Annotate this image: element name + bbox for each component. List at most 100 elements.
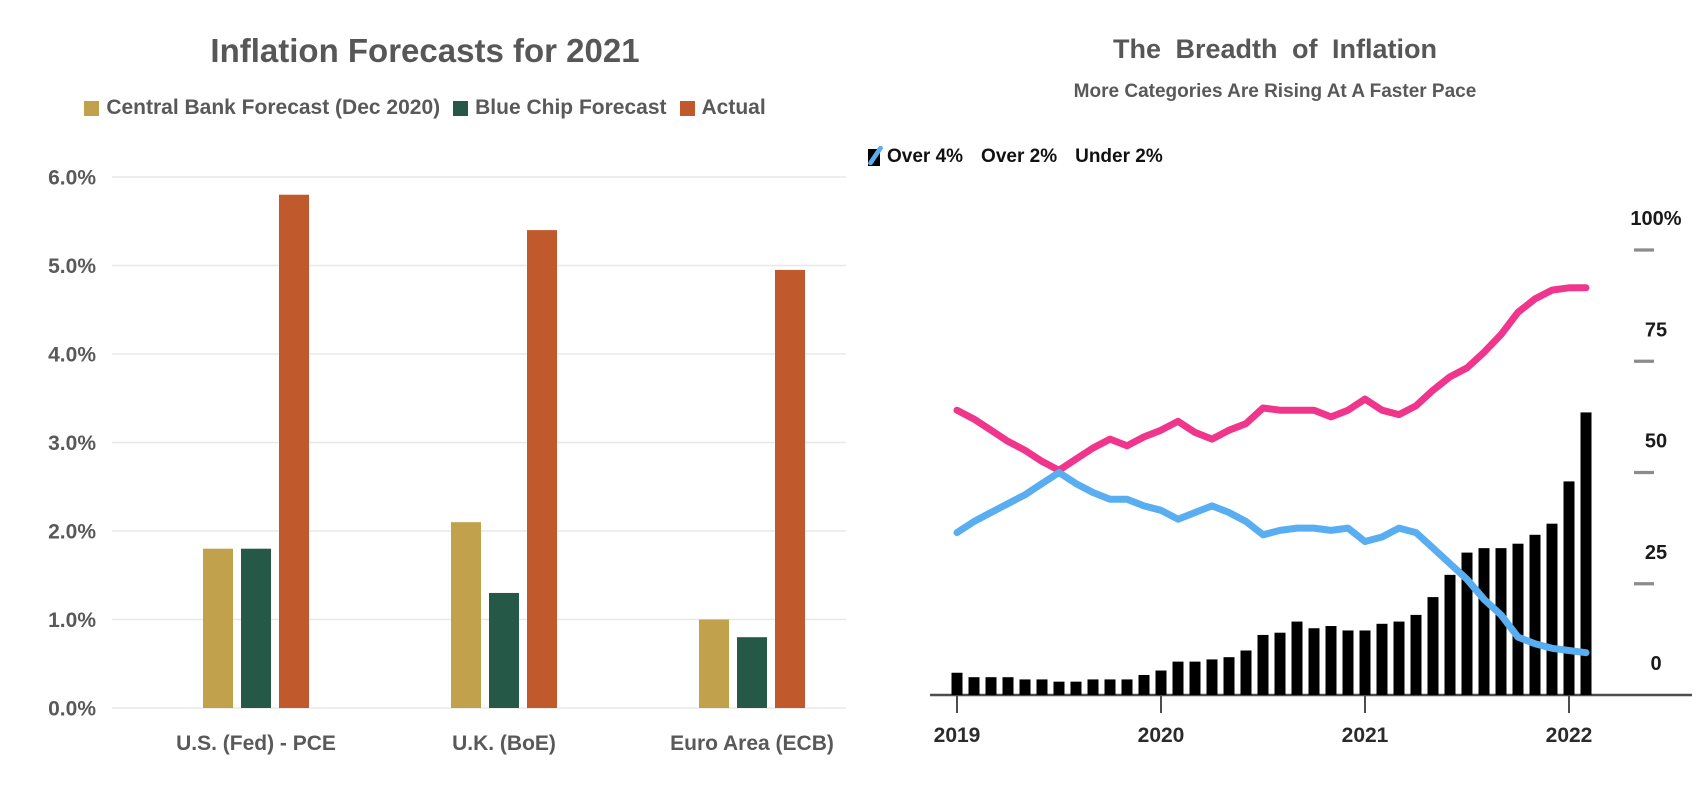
bar	[1138, 674, 1150, 695]
bar	[1563, 481, 1575, 695]
series-bars-2	[279, 194, 805, 708]
legend-slash-icon	[868, 146, 883, 165]
bar	[1410, 614, 1422, 695]
category-label: U.K. (BoE)	[452, 732, 556, 755]
legend-item-0: Central Bank Forecast (Dec 2020)	[84, 96, 440, 120]
bar	[489, 592, 519, 708]
category-label: U.S. (Fed) - PCE	[176, 732, 336, 755]
bar	[1019, 679, 1031, 695]
bar	[1359, 630, 1371, 695]
bar	[1512, 543, 1524, 695]
y-tick-label: 75	[1645, 319, 1667, 341]
bar	[1104, 679, 1116, 695]
y-tick-label: 25	[1645, 542, 1667, 564]
bar	[1478, 548, 1490, 695]
bar	[1529, 534, 1541, 695]
bar	[241, 548, 271, 708]
bar	[775, 269, 805, 708]
bar	[1257, 634, 1269, 695]
bar	[985, 677, 997, 695]
legend-label: Central Bank Forecast (Dec 2020)	[106, 96, 441, 119]
bar	[1376, 623, 1388, 695]
series-bars-0	[203, 522, 729, 708]
y-axis-tick-labels: 0.0% 1.0% 2.0% 3.0% 4.0% 5.0% 6.0%	[48, 167, 96, 721]
bar	[1427, 597, 1439, 695]
y-tick-label: 1.0%	[48, 609, 96, 632]
bar	[1087, 679, 1099, 695]
y-tick-label: 2.0%	[48, 521, 96, 544]
series-bars-1	[241, 548, 767, 708]
bar	[1053, 681, 1065, 695]
bar	[1444, 574, 1456, 695]
legend-swatch-icon	[679, 100, 695, 116]
bar	[1495, 548, 1507, 695]
bar	[527, 230, 557, 708]
bar	[1036, 679, 1048, 695]
right-chart-subtitle: More Categories Are Rising At A Faster P…	[1073, 81, 1477, 102]
y-tick-label: 100%	[1630, 208, 1681, 230]
breadth-of-inflation-panel: The Breadth of Inflation More Categories…	[850, 0, 1700, 786]
legend-label: Blue Chip Forecast	[475, 96, 667, 119]
legend-item-1: Blue Chip Forecast	[453, 96, 667, 120]
bar	[737, 637, 767, 708]
y-tick-label: 4.0%	[48, 344, 96, 367]
bar	[203, 548, 233, 708]
legend-label: Actual	[701, 96, 766, 119]
bar	[1461, 552, 1473, 695]
bar	[1189, 661, 1201, 695]
bar	[1325, 626, 1337, 695]
bar	[1223, 657, 1235, 695]
legend-swatch-icon	[453, 100, 469, 116]
x-axis-year-ticks: 2019 2020 2021 2022	[934, 695, 1593, 747]
bar	[1002, 677, 1014, 695]
bar	[1274, 632, 1286, 695]
bar	[1308, 628, 1320, 695]
y-tick-label: 3.0%	[48, 432, 96, 455]
y-tick-label: 5.0%	[48, 255, 96, 278]
grouped-bar-chart: 0.0% 1.0% 2.0% 3.0% 4.0% 5.0% 6.0% U.S. (Fed) -…	[48, 167, 846, 755]
line-series-over-2pct	[953, 284, 1590, 474]
y-tick-label: 0.0%	[48, 698, 96, 721]
series-bars-over-4pct	[951, 412, 1592, 695]
bar	[1240, 650, 1252, 695]
y-tick-label: 0	[1650, 653, 1661, 675]
legend-swatch-icon	[84, 100, 100, 116]
x-tick-label: 2021	[1342, 724, 1389, 747]
left-chart-title: Inflation Forecasts for 2021	[210, 32, 640, 69]
bar	[1206, 659, 1218, 695]
x-tick-label: 2019	[934, 724, 981, 747]
legend-label: Over 2%	[981, 146, 1058, 167]
right-y-axis: 100% 75 50 25 0	[1630, 208, 1681, 675]
legend-item-2: Under 2%	[868, 146, 1163, 168]
bar	[1546, 523, 1558, 695]
legend-label: Over 4%	[887, 146, 964, 167]
y-tick-label: 6.0%	[48, 167, 96, 190]
inflation-forecasts-panel: Inflation Forecasts for 2021 Central Ban…	[0, 32, 850, 755]
right-chart-legend: Over 4% Over 2% Under 2%	[868, 146, 1163, 168]
right-chart-title: The Breadth of Inflation	[1113, 34, 1437, 64]
x-tick-label: 2022	[1546, 724, 1593, 747]
line-series-under-2pct	[953, 469, 1590, 657]
bar	[1155, 670, 1167, 695]
bar	[1291, 621, 1303, 695]
combo-bar-line-chart: 2019 2020 2021 2022 100% 75 50 25 0	[930, 208, 1692, 747]
left-chart-legend: Central Bank Forecast (Dec 2020) Blue Chi…	[0, 96, 850, 120]
bar	[1342, 630, 1354, 695]
legend-item-2: Actual	[679, 96, 766, 120]
bar	[1070, 681, 1082, 695]
legend-label: Under 2%	[1075, 146, 1163, 167]
x-tick-label: 2020	[1138, 724, 1185, 747]
category-label: Euro Area (ECB)	[670, 732, 834, 755]
bar	[1393, 621, 1405, 695]
bar	[1121, 679, 1133, 695]
bar	[968, 677, 980, 695]
bar	[451, 522, 481, 708]
bar	[1580, 412, 1592, 695]
bar	[699, 619, 729, 708]
y-tick-label: 50	[1645, 431, 1667, 453]
bar	[1172, 661, 1184, 695]
bar	[951, 672, 963, 695]
bar	[279, 194, 309, 708]
x-axis-category-labels: U.S. (Fed) - PCE U.K. (BoE) Euro Area (ECB…	[176, 732, 834, 755]
